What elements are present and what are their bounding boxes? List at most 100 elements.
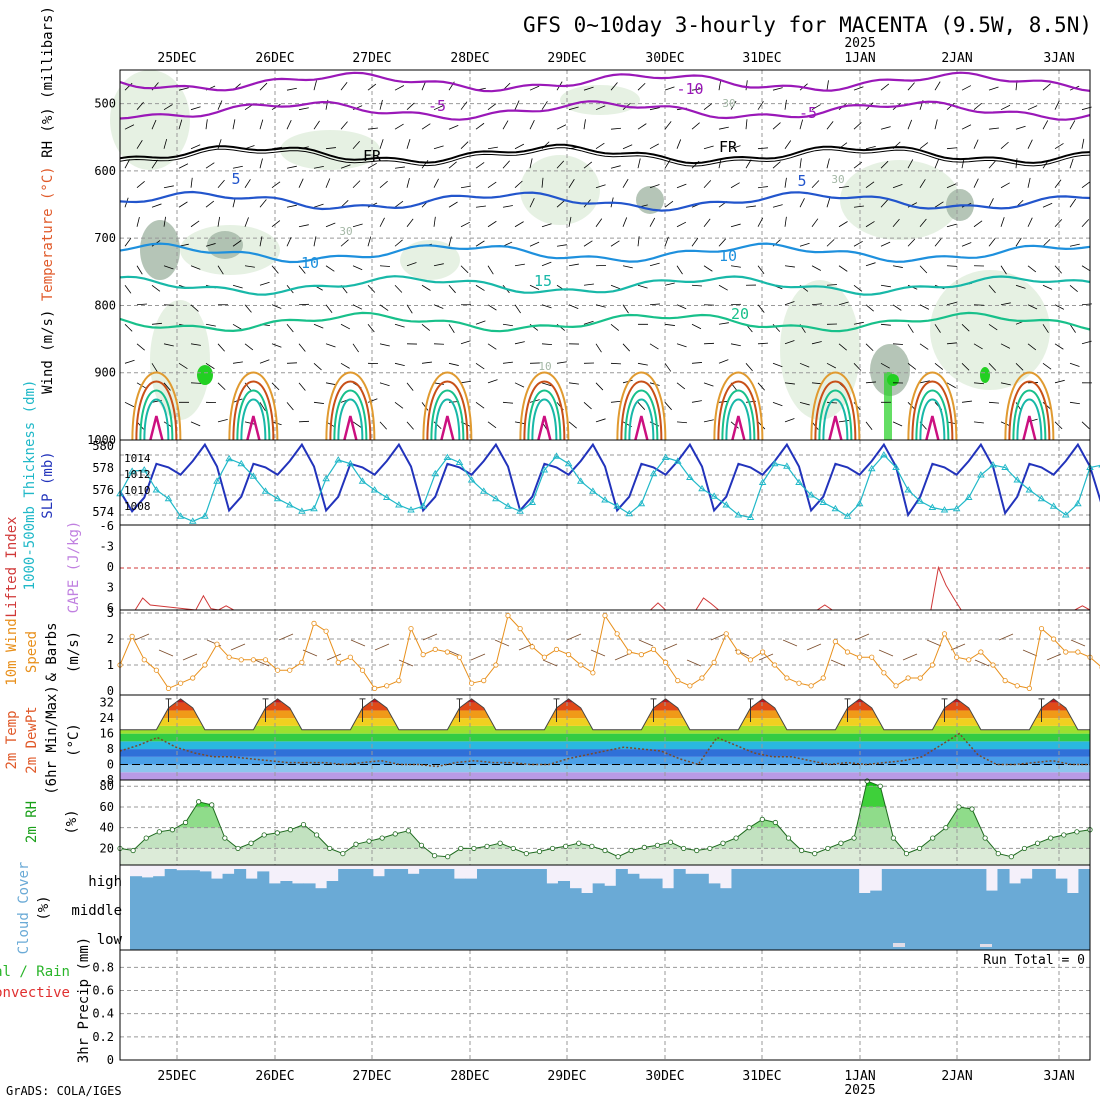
wind-barb — [475, 320, 486, 325]
temp-band — [120, 741, 1090, 750]
data-point — [190, 675, 196, 681]
wind-barb — [664, 236, 669, 247]
rh-shading — [520, 155, 600, 225]
contour-label: 15 — [534, 272, 552, 290]
data-point — [262, 657, 269, 663]
cloud-bar — [916, 869, 929, 893]
wind-barb — [178, 119, 183, 130]
data-point — [209, 802, 215, 808]
wind-barb — [826, 158, 830, 169]
data-point — [977, 471, 985, 478]
wind-barb — [205, 162, 215, 169]
wind-barb — [163, 138, 168, 149]
data-point — [733, 835, 739, 841]
x-bottom-label: 30DEC — [645, 1069, 684, 1084]
wind-barb — [1069, 401, 1080, 405]
data-point — [746, 513, 755, 520]
isotherm-loop — [232, 380, 275, 441]
cloud-bar — [534, 869, 547, 893]
data-point — [720, 840, 726, 846]
data-point — [176, 512, 185, 519]
wind-barb — [838, 420, 849, 423]
data-point — [710, 492, 718, 499]
wind-barb — [502, 323, 513, 327]
wind-barb — [271, 382, 280, 391]
wind-barb — [541, 304, 552, 309]
wind-barb — [622, 178, 629, 188]
x-top-label: 27DEC — [352, 51, 391, 66]
wind-barb — [664, 402, 672, 411]
wind-barb — [313, 203, 324, 208]
y-axis-label-part: CAPE (J/kg) — [66, 521, 82, 614]
wind-barb — [583, 86, 594, 91]
wind-barb — [772, 122, 781, 130]
y-axis-label-part: SLP (mb) — [40, 451, 56, 518]
wind-barb — [367, 83, 377, 91]
isotherm-loop — [1012, 389, 1047, 441]
data-point — [169, 827, 176, 833]
isotherm-loop — [422, 371, 473, 441]
cloud-bar — [812, 869, 825, 893]
x-bottom-label: 1JAN — [844, 1069, 875, 1084]
wind-barb — [865, 304, 874, 312]
wind-barb — [595, 382, 604, 391]
wind-barb — [1081, 265, 1091, 272]
data-point — [807, 491, 815, 498]
wind-barb — [784, 216, 787, 227]
data-point — [456, 654, 463, 660]
data-point — [140, 466, 149, 473]
wind-barb — [340, 239, 349, 247]
wind-barb — [703, 265, 713, 272]
wind-barb — [691, 323, 702, 330]
wind-barb — [649, 184, 660, 189]
wind-barb — [934, 362, 944, 370]
data-point — [628, 847, 634, 854]
rh-shading — [150, 300, 210, 420]
wind-barb — [1069, 362, 1080, 367]
y-tick-label: 0.2 — [92, 1030, 114, 1044]
wind-barb — [340, 164, 351, 169]
data-point — [492, 494, 500, 502]
data-point — [1061, 832, 1067, 838]
wind-barb — [271, 265, 279, 274]
data-point — [250, 657, 256, 663]
data-point — [455, 458, 464, 465]
data-point — [226, 654, 232, 660]
wind-barb — [124, 324, 133, 332]
wind-barb — [799, 198, 805, 208]
wind-barb — [664, 86, 675, 91]
data-point — [370, 486, 379, 493]
wind-barb — [475, 240, 485, 247]
wind-barb — [182, 653, 198, 661]
wind-barb — [865, 262, 876, 267]
wind-barb — [514, 100, 520, 110]
wind-barb — [394, 200, 404, 208]
series-line — [119, 732, 1090, 768]
wind-barb — [745, 363, 753, 372]
rh-band — [120, 848, 1090, 865]
wind-barb — [637, 82, 646, 91]
data-point — [382, 493, 391, 500]
wind-barb — [340, 362, 350, 369]
data-point — [1034, 840, 1041, 846]
wind-barb — [595, 343, 602, 353]
wind-barb — [919, 218, 927, 228]
series-line — [134, 565, 1091, 611]
data-point — [978, 649, 984, 655]
data-point — [686, 473, 694, 480]
wind-barb — [190, 106, 201, 111]
wind-barb — [325, 222, 336, 228]
wind-barb — [460, 380, 471, 384]
data-point — [799, 847, 805, 854]
isotherm-loop — [1004, 371, 1055, 441]
wind-barb — [772, 204, 783, 208]
wind-barb — [919, 179, 926, 188]
rh-shading — [930, 270, 1050, 390]
wind-barb — [865, 343, 874, 352]
data-point — [819, 498, 828, 505]
wind-barb — [406, 421, 414, 430]
data-point — [563, 843, 569, 849]
x-top-label: 1JAN — [844, 51, 875, 66]
wind-barb — [907, 324, 914, 333]
data-point — [275, 667, 281, 673]
